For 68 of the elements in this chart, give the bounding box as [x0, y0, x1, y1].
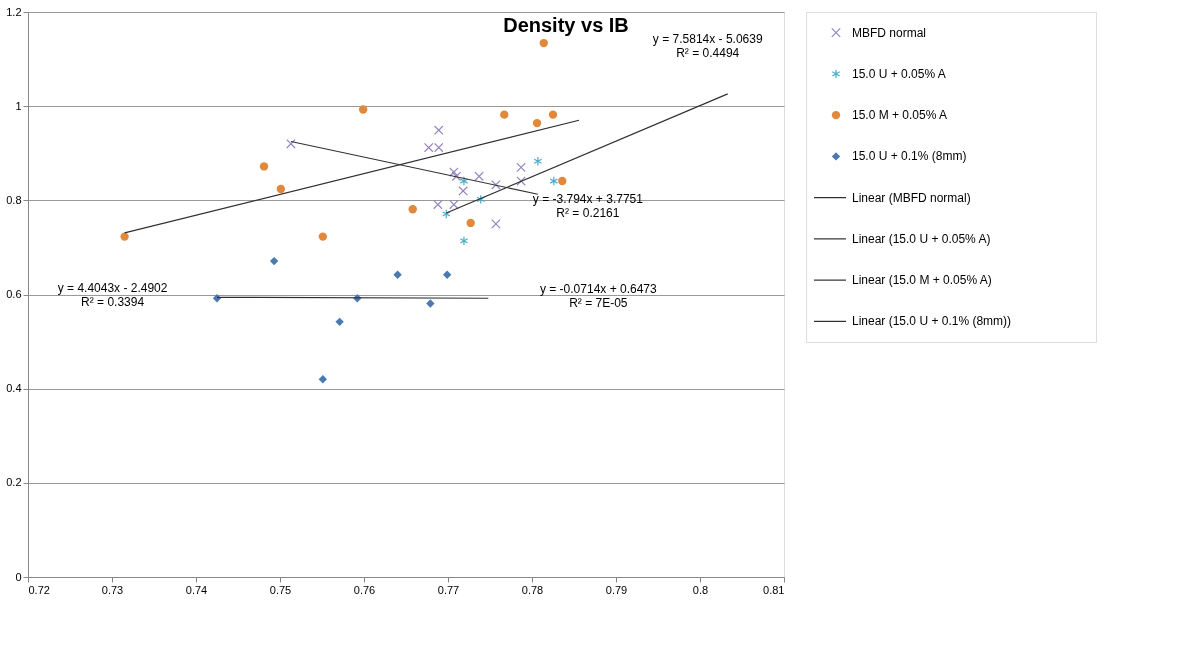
legend-label: Linear (MBFD normal)	[852, 190, 971, 205]
y-tick-label: 0	[15, 570, 22, 583]
legend-label: 15.0 M + 0.05% A	[852, 108, 948, 123]
point	[491, 180, 501, 190]
annotation: y = 4.4043x - 2.4902 R² = 0.3394	[57, 280, 168, 309]
y-tick-label: 0.8	[6, 193, 22, 206]
x-tick-label: 0.76	[353, 583, 376, 596]
point	[459, 176, 469, 186]
point	[516, 162, 526, 173]
point	[433, 125, 444, 135]
y-tick-label: 1.2	[6, 5, 22, 18]
annotation: y = 7.5814x - 5.0639 R² = 0.4494	[652, 31, 763, 60]
point	[335, 317, 344, 326]
point	[423, 142, 434, 153]
legend-label: Linear (15.0 M + 0.05% A)	[852, 273, 992, 288]
x-tick-label: 0.81	[763, 583, 785, 596]
point	[318, 375, 328, 384]
x-tick-label: 0.77	[437, 583, 460, 596]
x-tick-label: 0.78	[521, 583, 544, 596]
legend-label: Linear (15.0 U + 0.05% A)	[852, 231, 991, 246]
point	[393, 270, 402, 279]
y-tick-label: 0.2	[6, 476, 22, 489]
y-tick-label: 0.6	[6, 288, 22, 300]
point	[539, 38, 548, 48]
point	[533, 156, 543, 167]
x-tick-label: 0.75	[269, 583, 292, 596]
y-tick-label: 1	[15, 99, 22, 112]
point	[408, 205, 417, 214]
legend-label: Linear (15.0 U + 0.1% (8mm))	[852, 314, 1012, 329]
point	[476, 194, 485, 205]
point	[549, 176, 559, 186]
point	[426, 299, 435, 308]
point	[449, 199, 459, 210]
legend-label: MBFD normal	[852, 25, 927, 40]
point	[516, 176, 526, 186]
point	[276, 184, 286, 194]
point	[500, 110, 509, 119]
annotation: y = -3.794x + 3.7751 R² = 0.2161	[532, 192, 644, 221]
x-tick-label: 0.73	[101, 583, 124, 596]
point	[433, 199, 443, 210]
point	[449, 167, 459, 177]
point	[458, 186, 468, 196]
annotation: y = -0.0714x + 0.6473 R² = 7E-05	[539, 282, 658, 311]
x-tick-label: 0.79	[605, 583, 628, 596]
point	[269, 256, 279, 266]
y-tick-label: 0.4	[6, 382, 22, 395]
point	[532, 118, 542, 128]
point	[491, 219, 501, 229]
point	[558, 176, 567, 186]
point	[459, 236, 469, 246]
chart-title: Density vs IB	[503, 14, 629, 36]
point	[474, 171, 484, 182]
point	[358, 105, 368, 114]
x-tick-label: 0.72	[28, 583, 50, 596]
x-tick-label: 0.74	[185, 583, 208, 596]
x-tick-label: 0.8	[692, 583, 709, 596]
point	[433, 142, 444, 153]
legend-label: 15.0 U + 0.05% A	[852, 66, 946, 81]
point	[442, 270, 452, 279]
point	[451, 171, 462, 182]
legend-label: 15.0 U + 0.1% (8mm)	[852, 149, 967, 164]
point	[442, 209, 451, 219]
point	[466, 218, 475, 228]
point	[548, 110, 558, 119]
point	[286, 139, 296, 149]
point	[120, 232, 129, 241]
point	[259, 162, 269, 171]
point	[318, 232, 328, 241]
